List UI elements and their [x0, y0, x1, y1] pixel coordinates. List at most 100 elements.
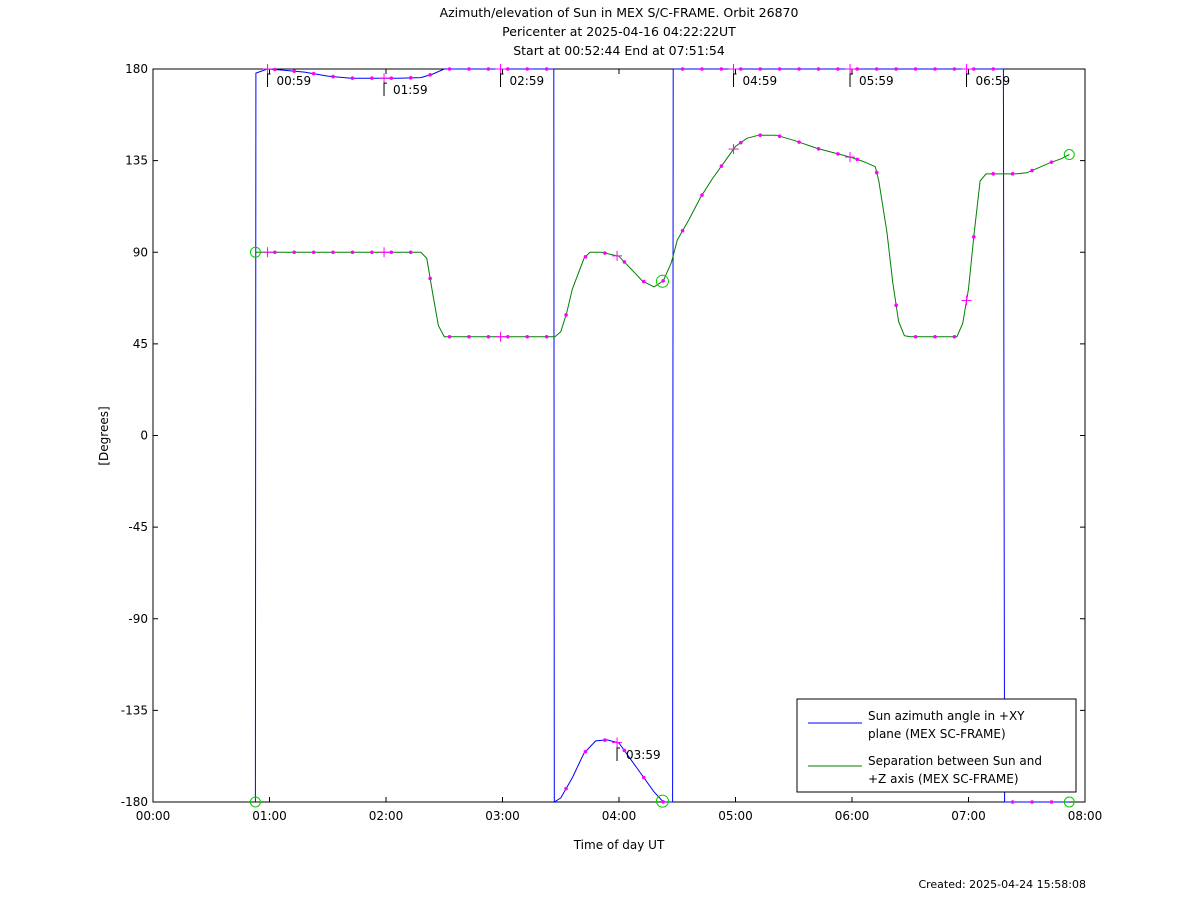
time-marker-hook [267, 73, 271, 87]
x-tick-label: 05:00 [718, 809, 753, 823]
sample-point [603, 251, 607, 255]
sample-point [331, 74, 335, 79]
sample-point [641, 775, 646, 780]
end-marker [1063, 149, 1075, 161]
y-tick-label: 90 [133, 245, 148, 259]
sample-point [739, 140, 743, 145]
x-tick-label: 07:00 [951, 809, 986, 823]
x-tick-label: 02:00 [369, 809, 404, 823]
legend-label: plane (MEX SC-FRAME) [868, 727, 1006, 741]
sample-point [389, 76, 394, 80]
sample-point [408, 250, 413, 255]
sample-point [972, 235, 976, 239]
sample-point [370, 76, 374, 80]
sample-point [933, 67, 937, 71]
sample-point [991, 172, 996, 176]
y-tick-label: -90 [128, 612, 148, 626]
sample-point [700, 193, 704, 197]
sample-point [719, 164, 724, 168]
sample-point [894, 303, 898, 308]
sample-point [1010, 800, 1015, 804]
legend-label: Sun azimuth angle in +XY [868, 709, 1025, 723]
sample-point [292, 250, 297, 255]
sample-point [797, 67, 801, 71]
sample-point [777, 67, 782, 71]
sample-point [350, 250, 355, 255]
sample-point [506, 67, 510, 71]
time-marker-hook [383, 82, 388, 97]
y-tick-label: 180 [125, 62, 148, 76]
pericenter-marker [655, 274, 669, 288]
sample-point [661, 279, 665, 283]
start-marker [249, 796, 261, 808]
x-axis-label: Time of day UT [573, 838, 665, 852]
x-tick-label: 00:00 [136, 809, 171, 823]
sample-point [1049, 800, 1054, 804]
sample-point [816, 146, 821, 151]
plot-area: 00:00 01:00 02:00 03:00 04:00 05:00 06:00 07:00… [121, 62, 1103, 823]
time-marker-hook [966, 73, 970, 87]
time-marker-label: 00:59 [277, 74, 312, 88]
sample-point [428, 276, 432, 281]
sample-point [777, 134, 782, 138]
time-marker-hook [733, 73, 737, 87]
sample-point [758, 133, 763, 137]
sample-point [836, 67, 840, 71]
title-line-3: Start at 00:52:44 End at 07:51:54 [513, 43, 725, 58]
series-line-2 [255, 134, 1070, 338]
series-line-1 [254, 68, 1070, 803]
sample-point [855, 157, 860, 162]
sample-point [583, 749, 588, 754]
pericenter-marker [655, 794, 669, 808]
sample-point [273, 67, 277, 72]
legend-label: +Z axis (MEX SC-FRAME) [868, 772, 1019, 786]
sample-point [544, 67, 549, 71]
sample-point [564, 786, 568, 791]
sample-point [506, 334, 510, 339]
sample-point [447, 334, 452, 339]
sample-point [486, 67, 491, 71]
sample-point [467, 67, 471, 71]
sample-point [622, 748, 627, 753]
sample-point [544, 334, 549, 339]
legend: Sun azimuth angle in +XY plane (MEX SC-FR… [796, 698, 1077, 793]
sample-point [603, 738, 607, 742]
time-marker-label: 03:59 [626, 748, 661, 762]
chart-title: Azimuth/elevation of Sun in MEX S/C-FRAM… [440, 5, 799, 58]
sample-point [1010, 172, 1015, 176]
sample-point [467, 334, 471, 339]
sample-point [641, 279, 646, 284]
sample-point [972, 67, 976, 71]
title-line-1: Azimuth/elevation of Sun in MEX S/C-FRAM… [440, 5, 799, 20]
sample-point [991, 67, 996, 71]
sample-point [428, 73, 432, 77]
sample-point [408, 76, 413, 80]
x-tick-label: 06:00 [835, 809, 870, 823]
sample-point [913, 67, 918, 71]
legend-box [796, 698, 1077, 793]
legend-label: Separation between Sun and [868, 754, 1042, 768]
sample-point [622, 260, 627, 264]
sample-point [952, 67, 957, 71]
sample-point [311, 71, 316, 76]
sample-point [389, 250, 394, 255]
sample-point [913, 334, 918, 339]
time-marker-label: 01:59 [393, 83, 428, 97]
sample-point [933, 334, 937, 339]
time-marker-label: 02:59 [510, 74, 545, 88]
y-tick-label: 45 [133, 337, 148, 351]
title-line-2: Pericenter at 2025-04-16 04:22:22UT [502, 24, 736, 39]
created-timestamp: Created: 2025-04-24 15:58:08 [918, 878, 1086, 891]
time-marker-hook [616, 747, 621, 761]
x-tick-label: 01:00 [252, 809, 287, 823]
time-marker-label: 04:59 [743, 74, 778, 88]
sample-point [739, 67, 743, 71]
sample-point [447, 67, 452, 71]
sample-point [370, 250, 374, 255]
time-marker-label: 06:59 [976, 74, 1011, 88]
sample-point [583, 255, 588, 259]
sample-point [952, 334, 957, 339]
x-tick-label: 04:00 [602, 809, 637, 823]
y-tick-label: 0 [140, 429, 148, 443]
